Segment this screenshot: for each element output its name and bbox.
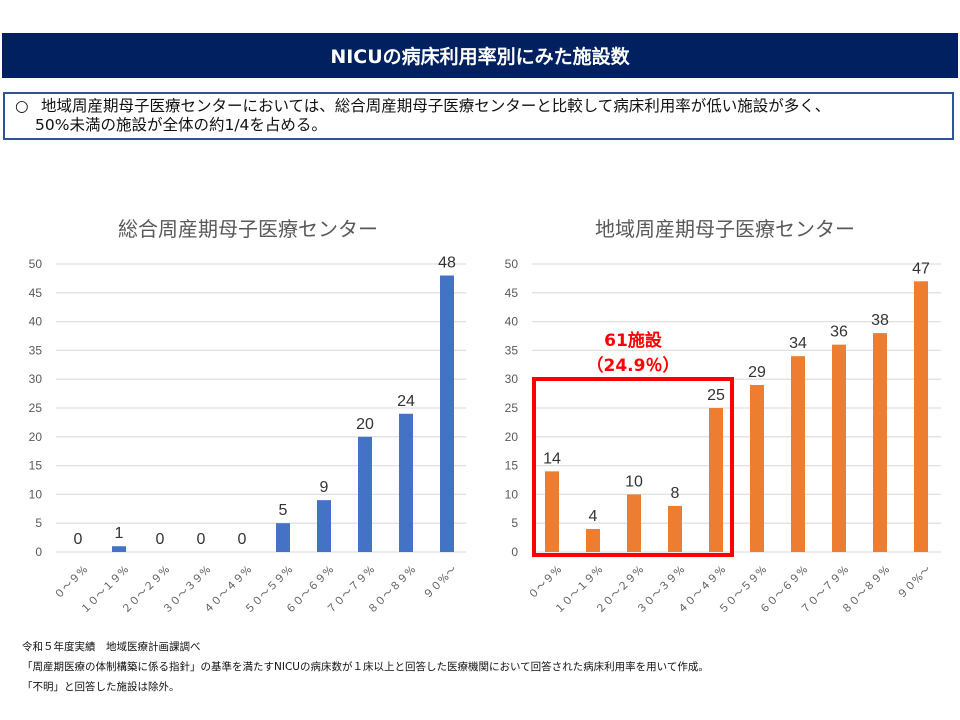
bar-10～19% [586,528,600,552]
bar-50～59% [276,523,290,552]
y-tick-label: 35 [29,343,43,357]
y-tick-label: 20 [505,430,519,444]
summary-line-2: 50%未満の施設が全体の約1/4を占める。 [35,116,327,134]
x-tick-label: ０～９% [526,564,564,602]
y-tick-label: 20 [29,430,43,444]
bar-90%～ [914,281,928,552]
y-tick-label: 50 [29,257,43,271]
annotation-percent: （24.9％） [587,355,680,376]
chart-title: 総合周産期母子医療センター [118,217,378,241]
bar-70～79% [358,436,372,552]
y-tick-label: 30 [505,372,519,386]
data-label: 20 [356,416,374,433]
bar-60～69% [317,500,331,552]
y-tick-label: 35 [505,343,519,357]
y-tick-label: 25 [505,401,519,415]
summary-box: ○ 地域周産期母子医療センターにおいては、総合周産期母子医療センターと比較して病床… [3,92,954,140]
footnote-method: 「周産期医療の体制構築に係る指針」の基準を満たすNICUの病床数が１床以上と回答… [22,661,709,673]
chart-chiiki: 地域周産期母子医療センター 0 5 10 15 20 25 30 35 40 45 50 14 ０～９% 4… [505,217,941,616]
data-label: 0 [197,531,206,548]
bar-30～39% [668,505,682,552]
footnotes: 令和５年度実績 地域医療計画課調べ 「周産期医療の体制構築に係る指針」の基準を満… [22,637,709,697]
data-label: 48 [438,255,456,272]
y-tick-label: 25 [29,401,43,415]
data-label: 34 [789,335,807,352]
highlight-box [532,377,734,557]
bar-60～69% [791,356,805,552]
data-label: 0 [238,531,247,548]
y-tick-label: 40 [29,315,43,329]
data-label: 0 [74,531,83,548]
y-tick-label: 10 [29,487,43,501]
bar-40～49% [709,408,723,552]
footnote-source: 令和５年度実績 地域医療計画課調べ [22,641,201,653]
y-tick-label: 40 [505,315,519,329]
page-title-bar: NICUの病床利用率別にみた施設数 [2,33,958,78]
data-label: 38 [871,312,889,329]
data-label: 9 [320,479,329,496]
bar-0～9% [545,471,559,552]
data-label: 36 [830,324,848,341]
data-label: 10 [625,473,643,490]
y-tick-label: 10 [505,487,519,501]
data-label: 29 [748,364,766,381]
footnote-exclusion: 「不明」と回答した施設は除外。 [22,681,180,693]
data-label: 1 [115,525,124,542]
bar-20～29% [627,494,641,552]
data-label: 14 [543,450,561,467]
bar-70～79% [832,344,846,552]
y-tick-label: 15 [29,459,43,473]
data-label: 8 [671,485,680,502]
data-label: 25 [707,387,725,404]
x-tick-label: ０～９% [52,564,90,602]
annotation-count: 61施設 [604,330,663,351]
summary-text-1: 地域周産期母子医療センターにおいては、総合周産期母子医療センターと比較して病床利… [41,97,831,115]
bar-80～89% [399,413,413,552]
bar-10～19% [112,546,126,552]
bar-80～89% [873,333,887,552]
page-title: NICUの病床利用率別にみた施設数 [330,46,630,68]
y-tick-label: 30 [29,372,43,386]
data-label: 0 [156,531,165,548]
y-tick-label: 5 [35,516,42,530]
chart-title: 地域周産期母子医療センター [595,217,855,241]
bullet-circle-icon: ○ [15,97,29,115]
summary-line-1: ○ 地域周産期母子医療センターにおいては、総合周産期母子医療センターと比較して病床… [15,96,830,116]
y-tick-label: 0 [511,545,518,559]
bar-50～59% [750,384,764,552]
y-tick-label: 5 [511,516,518,530]
y-tick-label: 15 [505,459,519,473]
data-label: 4 [589,508,598,525]
data-label: 5 [279,502,288,519]
y-tick-label: 0 [35,545,42,559]
data-label: 24 [397,393,415,410]
bar-90%～ [440,275,454,552]
y-tick-label: 45 [29,286,43,300]
y-tick-label: 45 [505,286,519,300]
x-tick-label: ９０%～ [895,563,933,601]
data-label: 47 [912,260,930,277]
x-tick-label: ９０%～ [421,563,459,601]
y-tick-label: 50 [505,257,519,271]
chart-sogo: 総合周産期母子医療センター051015202530354045500０～９%1１… [29,217,466,616]
